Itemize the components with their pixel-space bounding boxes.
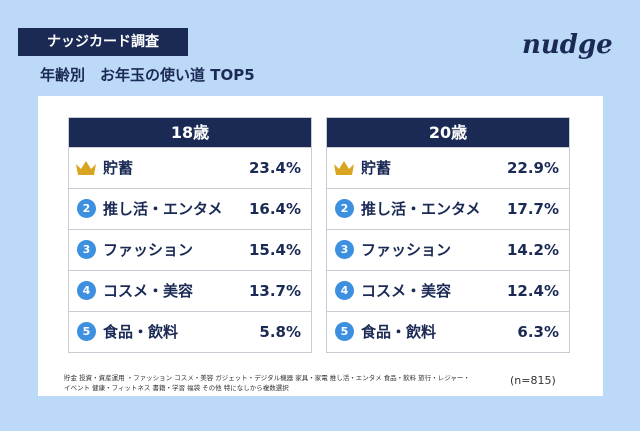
item-label: ファッション bbox=[103, 241, 194, 259]
ranking-row: 4 コスメ・美容 13.7% bbox=[69, 270, 311, 311]
item-value: 12.4% bbox=[506, 282, 559, 300]
ranking-panel: 18歳貯蓄 23.4% 2 推し活・エンタメ 16.4% 3 ファッション 15.4% 4 コスメ… bbox=[68, 117, 312, 353]
ranking-row: 2 推し活・エンタメ 16.4% bbox=[69, 188, 311, 229]
rank-badge: 5 bbox=[77, 322, 96, 341]
rank-badge: 4 bbox=[335, 281, 354, 300]
item-label: 推し活・エンタメ bbox=[361, 200, 481, 218]
item-value: 22.9% bbox=[506, 159, 559, 177]
item-value: 15.4% bbox=[248, 241, 301, 259]
card: 18歳貯蓄 23.4% 2 推し活・エンタメ 16.4% 3 ファッション 15.4% 4 コスメ… bbox=[38, 96, 603, 396]
item-value: 23.4% bbox=[248, 159, 301, 177]
sample-size: (n=815) bbox=[510, 374, 556, 387]
rank-badge: 4 bbox=[77, 281, 96, 300]
ranking-row: 3 ファッション 15.4% bbox=[69, 229, 311, 270]
footnote-line: 貯金 投資・資産運用 ・ファッション コスメ・美容 ガジェット・デジタル機器 家… bbox=[64, 374, 470, 382]
item-value: 13.7% bbox=[248, 282, 301, 300]
item-label: ファッション bbox=[361, 241, 452, 259]
ranking-row: 4 コスメ・美容 12.4% bbox=[327, 270, 569, 311]
rank-badge: 2 bbox=[77, 199, 96, 218]
ranking-row: 5 食品・飲料 5.8% bbox=[69, 311, 311, 352]
crown-icon bbox=[334, 161, 354, 175]
item-label: コスメ・美容 bbox=[361, 282, 452, 300]
rank-badge: 3 bbox=[335, 240, 354, 259]
panel-title: 18歳 bbox=[69, 118, 311, 147]
item-value: 14.2% bbox=[506, 241, 559, 259]
crown bbox=[334, 161, 354, 175]
title: 年齢別 お年玉の使い道 TOP5 bbox=[40, 66, 255, 84]
ranking-row: 3 ファッション 14.2% bbox=[327, 229, 569, 270]
crown-icon bbox=[76, 161, 96, 175]
item-label: 貯蓄 bbox=[361, 159, 392, 177]
item-label: 貯蓄 bbox=[103, 159, 134, 177]
badge: ナッジカード調査 bbox=[18, 28, 188, 56]
logo: nudge bbox=[522, 30, 613, 60]
item-label: コスメ・美容 bbox=[103, 282, 194, 300]
item-value: 16.4% bbox=[248, 200, 301, 218]
item-label: 食品・飲料 bbox=[103, 323, 179, 341]
ranking-panel: 20歳貯蓄 22.9% 2 推し活・エンタメ 17.7% 3 ファッション 14.2% 4 コスメ… bbox=[326, 117, 570, 353]
item-value: 6.3% bbox=[517, 323, 559, 341]
ranking-row: 貯蓄 22.9% bbox=[327, 147, 569, 188]
rank-badge: 3 bbox=[77, 240, 96, 259]
ranking-row: 貯蓄 23.4% bbox=[69, 147, 311, 188]
footnote-line: イベント 健康・フィットネス 書籍・学習 福袋 その他 特になしから複数選択 bbox=[64, 384, 289, 392]
item-label: 推し活・エンタメ bbox=[103, 200, 223, 218]
item-value: 17.7% bbox=[506, 200, 559, 218]
item-value: 5.8% bbox=[259, 323, 301, 341]
crown bbox=[76, 161, 96, 175]
ranking-row: 5 食品・飲料 6.3% bbox=[327, 311, 569, 352]
panel-title: 20歳 bbox=[327, 118, 569, 147]
rank-badge: 5 bbox=[335, 322, 354, 341]
ranking-row: 2 推し活・エンタメ 17.7% bbox=[327, 188, 569, 229]
item-label: 食品・飲料 bbox=[361, 323, 437, 341]
rank-badge: 2 bbox=[335, 199, 354, 218]
